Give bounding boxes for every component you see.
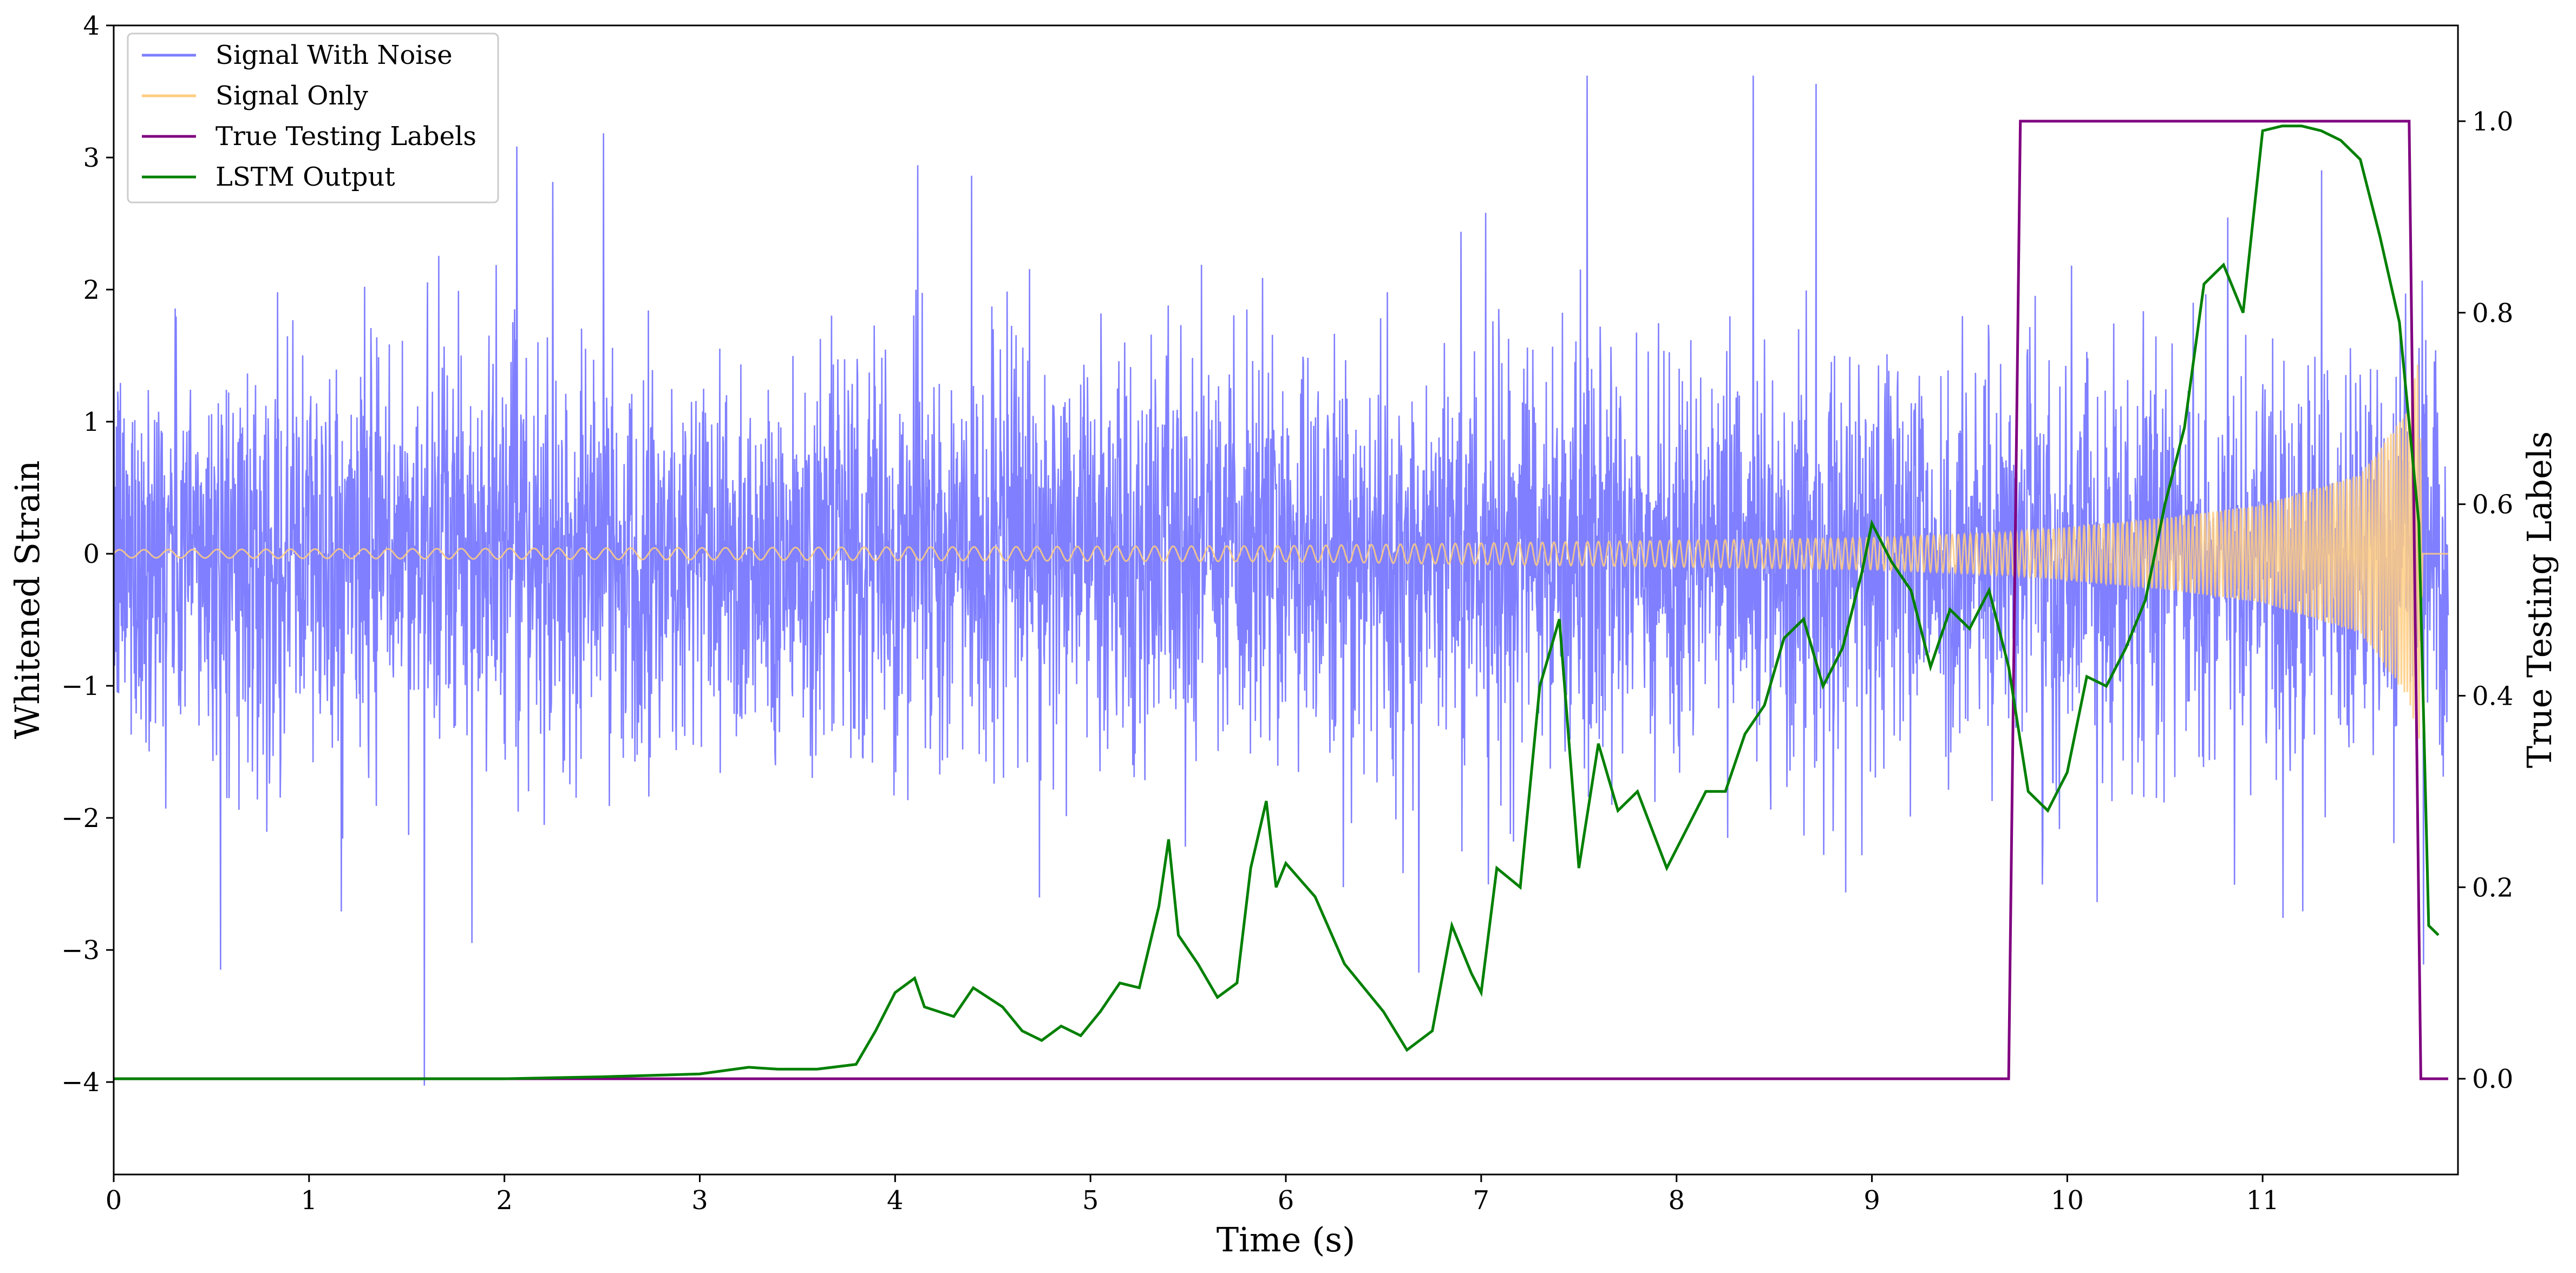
lstm-output-series: [114, 124, 2440, 1080]
legend-label-signal-with-noise: Signal With Noise: [215, 40, 453, 70]
y-right-tick-label: 0.6: [2472, 490, 2513, 520]
legend-item-lstm-output: LSTM Output: [142, 162, 395, 192]
y-left-tick-label: 3: [83, 143, 100, 173]
legend-box: [127, 32, 499, 204]
signal-with-noise-line: [114, 75, 2449, 1086]
y-left-tick-label: −2: [61, 803, 100, 834]
y-right-tick-label: 0.2: [2472, 872, 2513, 903]
y-axis-left-title: Whitened Strain: [8, 461, 47, 739]
y-left-tick-label: 1: [83, 407, 100, 437]
x-tick-label: 1: [301, 1185, 318, 1216]
y-left-tick-label: 0: [83, 539, 100, 569]
x-tick-label: 2: [496, 1185, 513, 1216]
x-tick-label: 4: [887, 1185, 904, 1216]
y-left-tick-label: −4: [61, 1067, 100, 1098]
x-tick-label: 3: [691, 1185, 708, 1216]
x-tick-label: 11: [2246, 1185, 2279, 1216]
y-left-tick-label: −3: [61, 935, 100, 966]
x-tick-label: 10: [2051, 1185, 2084, 1216]
x-tick-label: 7: [1473, 1185, 1490, 1216]
y-axis-left: −4 −3 −2 −1 0 1 2 3 4: [61, 11, 114, 1098]
y-right-tick-label: 1.0: [2472, 107, 2513, 137]
y-right-tick-label: 0.0: [2472, 1064, 2513, 1094]
y-axis-right: 0.0 0.2 0.4 0.6 0.8 1.0: [2458, 107, 2513, 1094]
legend-item-true-testing-labels: True Testing Labels: [142, 121, 476, 152]
x-tick-label: 9: [1864, 1185, 1880, 1216]
true-testing-labels-series: [114, 120, 2448, 1080]
legend-label-signal-only: Signal Only: [215, 81, 368, 111]
legend-item-signal-only: Signal Only: [142, 81, 368, 111]
y-left-tick-label: 4: [83, 11, 100, 41]
true-testing-labels-line: [114, 120, 2448, 1080]
legend-label-lstm-output: LSTM Output: [215, 162, 395, 192]
x-tick-label: 0: [106, 1185, 122, 1216]
legend-label-true-testing-labels: True Testing Labels: [215, 121, 476, 152]
y-left-tick-label: 2: [83, 275, 100, 305]
x-tick-label: 5: [1082, 1185, 1099, 1216]
signal-only-line: [114, 364, 2448, 739]
legend: Signal With Noise Signal Only True Testi…: [127, 32, 499, 204]
y-right-tick-label: 0.8: [2472, 298, 2513, 329]
x-axis: 0 1 2 3 4 5 6 7 8 9 10 11: [106, 1174, 2279, 1216]
legend-item-signal-with-noise: Signal With Noise: [142, 40, 453, 70]
signal-with-noise-series: [114, 75, 2449, 1086]
x-tick-label: 6: [1278, 1185, 1294, 1216]
y-right-tick-label: 0.4: [2472, 681, 2513, 711]
lstm-output-line: [114, 124, 2440, 1080]
x-tick-label: 8: [1668, 1185, 1685, 1216]
x-axis-title: Time (s): [1217, 1220, 1356, 1259]
signal-only-series: [114, 364, 2448, 739]
y-axis-right-title: True Testing Labels: [2520, 431, 2559, 769]
y-left-tick-label: −1: [61, 671, 100, 701]
